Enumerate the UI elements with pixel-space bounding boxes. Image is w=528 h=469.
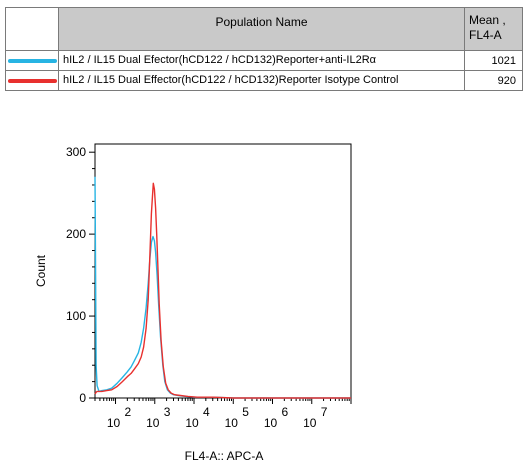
x-tick-exponent: 2 [125, 405, 132, 419]
legend-table: Population Name Mean , FL4-A hIL2 / IL15… [5, 7, 523, 93]
header-population-name-label: Population Name [215, 15, 308, 29]
y-tick-label: 100 [66, 309, 86, 323]
legend-row-2-mean: 920 [464, 70, 523, 91]
x-tick-label: 10 [146, 416, 160, 430]
legend-row-2-name-text: hIL2 / IL15 Dual Effector(hCD122 / hCD13… [63, 74, 399, 86]
legend-row-2-name[interactable]: hIL2 / IL15 Dual Effector(hCD122 / hCD13… [58, 70, 465, 91]
x-tick-label: 10 [225, 416, 239, 430]
x-tick-label: 10 [303, 416, 317, 430]
series-group [94, 176, 351, 399]
y-tick-label: 300 [66, 145, 86, 159]
x-axis-title: FL4-A:: APC-A [185, 449, 264, 463]
legend-corner-cell [5, 7, 59, 51]
x-tick-exponent: 3 [164, 405, 171, 419]
y-axis: 0 100 200 300 [66, 145, 95, 405]
y-tick-label: 200 [66, 227, 86, 241]
x-tick-exponent: 5 [242, 405, 249, 419]
x-tick-label: 10 [185, 416, 199, 430]
header-mean-parameter: FL4-A [469, 28, 502, 42]
legend-row-2-mean-value: 920 [497, 75, 516, 87]
header-population-name[interactable]: Population Name [58, 7, 465, 51]
series-anti-il2ra-line [94, 176, 351, 399]
x-tick-exponent: 7 [321, 405, 328, 419]
x-tick-exponent: 6 [282, 405, 289, 419]
legend-row-1-name-text: hIL2 / IL15 Dual Efector(hCD122 / hCD132… [63, 54, 376, 66]
x-tick-label: 10 [107, 416, 121, 430]
header-mean[interactable]: Mean , FL4-A [464, 7, 523, 51]
header-mean-label: Mean , [469, 13, 506, 27]
series-isotype-control-line [94, 182, 351, 399]
legend-row-1-mean-value: 1021 [491, 55, 516, 67]
legend-row-1-name[interactable]: hIL2 / IL15 Dual Efector(hCD122 / hCD132… [58, 50, 465, 71]
x-tick-label: 10 [264, 416, 278, 430]
legend-row-1-mean: 1021 [464, 50, 523, 71]
y-tick-label: 0 [79, 391, 86, 405]
y-axis-title: Count [34, 254, 48, 287]
legend-row-2-swatch-cell [5, 70, 59, 91]
plot-frame [94, 143, 352, 399]
x-tick-exponent: 4 [203, 405, 210, 419]
legend-row-1-swatch [8, 59, 57, 63]
legend-row-2-swatch [8, 79, 57, 83]
